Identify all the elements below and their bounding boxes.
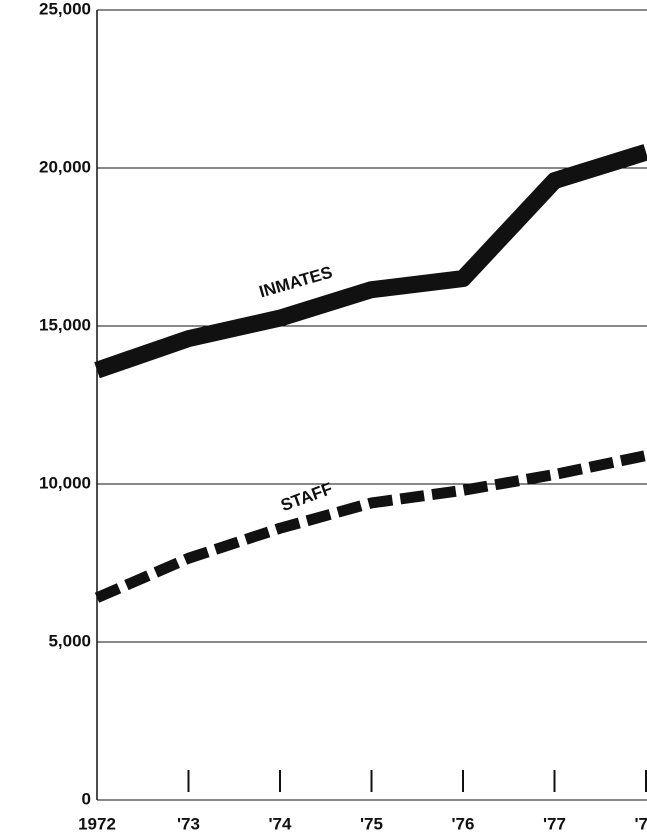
y-tick-label: 15,000 xyxy=(39,315,91,334)
y-tick-label: 10,000 xyxy=(39,473,91,492)
x-tick-label: '77 xyxy=(543,814,566,833)
x-tick-label: '73 xyxy=(177,814,200,833)
y-tick-label: 25,000 xyxy=(39,0,91,18)
x-tick-label: '78 xyxy=(635,814,647,833)
x-tick-label: '75 xyxy=(360,814,383,833)
series-line xyxy=(94,144,647,379)
x-tick-label: '76 xyxy=(452,814,475,833)
y-tick-label: 20,000 xyxy=(39,157,91,176)
x-tick-label: '74 xyxy=(269,814,292,833)
x-tick-label: 1972 xyxy=(78,814,116,833)
y-tick-label: 5,000 xyxy=(48,631,91,650)
series-label: INMATES xyxy=(257,263,335,302)
y-tick-label: 0 xyxy=(82,789,91,808)
series-line xyxy=(94,450,647,603)
